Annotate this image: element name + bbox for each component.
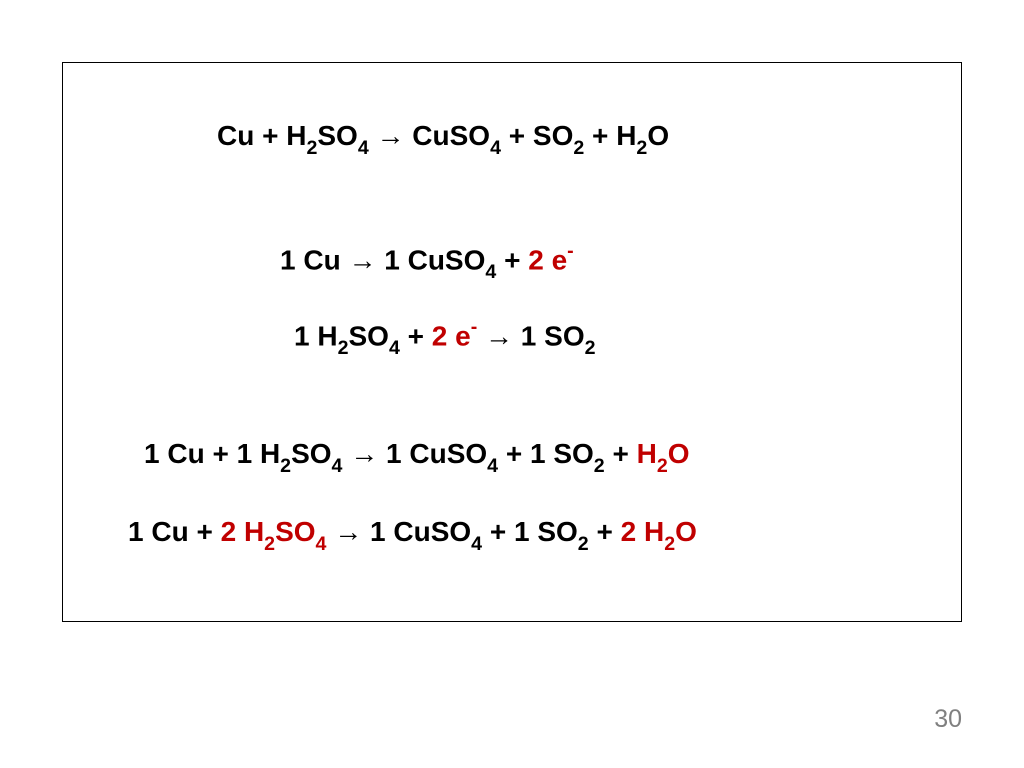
equation-token: +: [400, 320, 432, 351]
equation-sum2: 1 Cu + 2 H2SO4 → 1 CuSO4 + 1 SO2 + 2 H2O: [128, 516, 697, 554]
equation-sum1: 1 Cu + 1 H2SO4 → 1 CuSO4 + 1 SO2 + H2O: [144, 438, 690, 476]
equation-token: +: [605, 438, 637, 469]
equation-token: 4: [487, 455, 498, 477]
equation-token: 4: [485, 261, 496, 283]
equation-token: SO: [317, 120, 357, 151]
equation-token: 2: [585, 337, 596, 359]
equation-token: + H: [584, 120, 636, 151]
equation-token: 2: [280, 455, 291, 477]
equation-token: O: [647, 120, 669, 151]
equation-token: 1 Cu + 1 H: [144, 438, 280, 469]
equation-token: [477, 320, 485, 351]
equation-token: 2 e: [528, 244, 567, 275]
equation-token: →: [350, 438, 378, 469]
equation-token: →: [377, 120, 405, 151]
equation-token: + 1 SO: [482, 516, 578, 547]
equation-token: →: [348, 244, 376, 275]
equation-token: →: [485, 320, 513, 351]
equation-token: 2: [573, 137, 584, 159]
equation-token: SO: [275, 516, 315, 547]
equation-half-ox: 1 Cu → 1 CuSO4 + 2 e-: [280, 242, 574, 282]
equation-token: 1 CuSO: [376, 244, 485, 275]
equation-token: 2: [594, 455, 605, 477]
page-number: 30: [934, 705, 962, 734]
equation-token: 2: [664, 533, 675, 555]
equation-token: 2: [338, 337, 349, 359]
equation-token: 1 Cu: [280, 244, 348, 275]
equation-token: →: [334, 516, 362, 547]
equation-token: 4: [389, 337, 400, 359]
equation-token: [369, 120, 377, 151]
equation-token: H: [637, 438, 657, 469]
equation-token: 2: [264, 533, 275, 555]
equation-token: -: [471, 316, 478, 338]
equation-token: 1 CuSO: [378, 438, 487, 469]
equation-token: 2 H: [621, 516, 665, 547]
equation-token: 4: [490, 137, 501, 159]
equation-token: 4: [471, 533, 482, 555]
equation-token: Cu + H: [217, 120, 306, 151]
equation-token: +: [589, 516, 621, 547]
equation-token: + SO: [501, 120, 573, 151]
equation-half-red: 1 H2SO4 + 2 e- → 1 SO2: [294, 318, 596, 358]
equation-token: 2 e: [432, 320, 471, 351]
equation-token: 4: [358, 137, 369, 159]
equation-token: 1 Cu +: [128, 516, 221, 547]
equation-main: Cu + H2SO4 → CuSO4 + SO2 + H2O: [217, 120, 669, 158]
equation-token: 1 CuSO: [362, 516, 471, 547]
equation-token: 2: [636, 137, 647, 159]
equation-token: 1 H: [294, 320, 338, 351]
equation-token: 2: [657, 455, 668, 477]
equation-token: 2 H: [221, 516, 265, 547]
equation-token: 4: [332, 455, 343, 477]
equation-token: SO: [348, 320, 388, 351]
equation-token: 1 SO: [513, 320, 585, 351]
slide: Cu + H2SO4 → CuSO4 + SO2 + H2O1 Cu → 1 C…: [0, 0, 1024, 768]
equation-token: O: [675, 516, 697, 547]
equation-token: 2: [578, 533, 589, 555]
equation-token: CuSO: [405, 120, 491, 151]
equation-token: + 1 SO: [498, 438, 594, 469]
equation-token: O: [668, 438, 690, 469]
equation-token: +: [496, 244, 528, 275]
equation-token: 2: [306, 137, 317, 159]
equation-token: -: [567, 240, 574, 262]
equation-token: 4: [316, 533, 327, 555]
equation-token: SO: [291, 438, 331, 469]
